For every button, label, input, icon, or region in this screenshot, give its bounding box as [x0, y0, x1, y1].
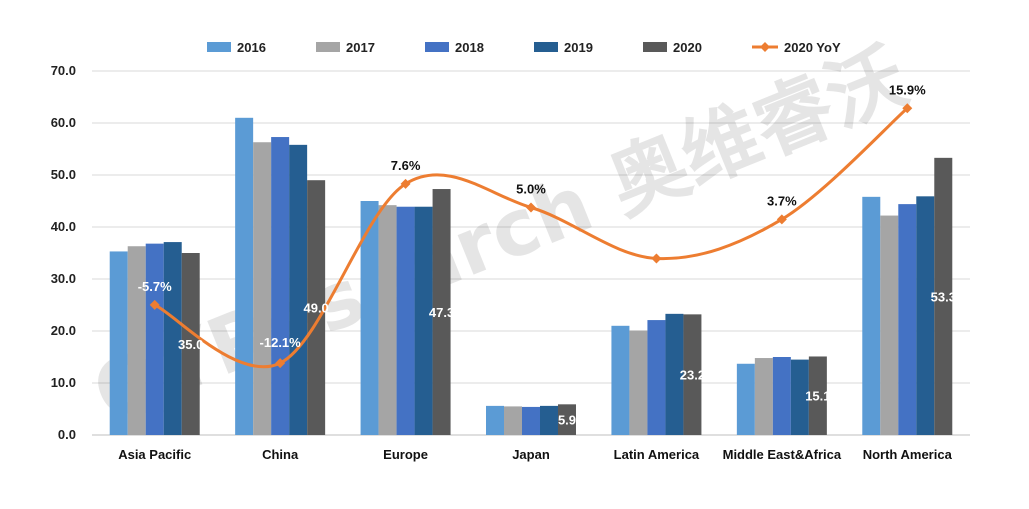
- legend-label-2020: 2020: [673, 40, 702, 55]
- bar-2019-2: [414, 206, 433, 435]
- bar-2019-1: [289, 144, 308, 435]
- legend: 2016 2017 2018 2019 2020 2020 YoY: [207, 40, 841, 55]
- bar-2020-6: [934, 157, 953, 435]
- legend-swatch-2016: [207, 42, 231, 52]
- y-tick-label: 20.0: [51, 323, 76, 338]
- bar-2018-6: [898, 204, 917, 435]
- yoy-marker-3: [526, 202, 536, 213]
- yoy-marker-5: [776, 214, 787, 225]
- y-tick-label: 40.0: [51, 219, 76, 234]
- y-axis: 0.0 10.0 20.0 30.0 40.0 50.0 60.0 70.0: [51, 63, 76, 442]
- bar-2018-4: [647, 320, 666, 435]
- y-tick-label: 0.0: [58, 427, 76, 442]
- x-category-label: Japan: [512, 447, 550, 462]
- bar-2018-2: [396, 206, 415, 435]
- data-label-2020-0: 35.0: [178, 337, 203, 352]
- bar-2017-4: [629, 330, 648, 435]
- bar-2016-1: [235, 117, 254, 436]
- yoy-marker-2: [400, 178, 411, 189]
- bar-2020-0: [181, 253, 200, 435]
- bar-2018-5: [772, 357, 791, 435]
- x-category-label: Europe: [383, 447, 428, 462]
- bar-2016-0: [109, 251, 128, 435]
- yoy-marker-0: [149, 299, 160, 310]
- yoy-label-2: 7.6%: [391, 158, 421, 173]
- bar-2016-4: [611, 325, 630, 435]
- bar-2017-5: [754, 358, 773, 435]
- legend-swatch-2017: [316, 42, 340, 52]
- y-tick-label: 10.0: [51, 375, 76, 390]
- bar-2019-5: [790, 359, 809, 435]
- bar-2019-0: [163, 242, 182, 435]
- bar-2016-5: [736, 363, 755, 435]
- x-category-label: Asia Pacific: [118, 447, 191, 462]
- legend-label-2016: 2016: [237, 40, 266, 55]
- bar-2018-3: [522, 406, 540, 435]
- yoy-marker-6: [902, 103, 913, 114]
- x-category-label: Latin America: [614, 447, 700, 462]
- y-tick-label: 70.0: [51, 63, 76, 78]
- y-tick-label: 30.0: [51, 271, 76, 286]
- x-category-label: China: [262, 447, 299, 462]
- yoy-label-5: 3.7%: [767, 193, 797, 208]
- x-axis: Asia Pacific China Europe Japan Latin Americ…: [118, 447, 952, 462]
- bar-2017-3: [504, 406, 522, 435]
- bar-2019-4: [665, 313, 684, 435]
- data-label-2020-2: 47.3: [429, 305, 454, 320]
- bar-2020-3: [558, 404, 576, 435]
- legend-swatch-2018: [425, 42, 449, 52]
- data-label-2020-4: 23.2: [680, 368, 705, 383]
- legend-label-2019: 2019: [564, 40, 593, 55]
- bar-2019-3: [540, 405, 558, 435]
- bar-2018-0: [145, 243, 164, 435]
- bar-series: [109, 117, 953, 436]
- y-tick-label: 50.0: [51, 167, 76, 182]
- bar-2017-6: [880, 215, 899, 435]
- bar-2018-1: [271, 137, 290, 436]
- x-category-label: North America: [863, 447, 953, 462]
- yoy-label-1: -12.1%: [260, 335, 302, 350]
- bar-2019-6: [916, 196, 935, 435]
- legend-swatch-2020: [643, 42, 667, 52]
- legend-label-2017: 2017: [346, 40, 375, 55]
- yoy-marker-1: [275, 358, 286, 369]
- bar-2020-5: [808, 356, 827, 435]
- data-labels: 35.0 49.0 47.3 5.9 23.2 15.1 53.3 -5.7% -12.1% 7.…: [138, 82, 956, 427]
- legend-label-2018: 2018: [455, 40, 484, 55]
- bar-2017-1: [253, 142, 272, 436]
- bar-2016-2: [360, 201, 379, 435]
- bar-2020-4: [683, 314, 702, 435]
- bar-2016-3: [486, 405, 504, 435]
- legend-marker-yoy: [760, 42, 770, 52]
- bar-2020-1: [307, 180, 326, 435]
- bar-2017-2: [378, 205, 397, 435]
- yoy-label-3: 5.0%: [516, 182, 546, 197]
- data-label-2020-3: 5.9: [558, 413, 576, 428]
- yoy-marker-4: [651, 253, 662, 264]
- yoy-label-6: 15.9%: [889, 82, 926, 97]
- yoy-label-4: -0.6%: [639, 232, 673, 247]
- bar-2020-2: [432, 189, 451, 435]
- legend-label-yoy: 2020 YoY: [784, 40, 841, 55]
- data-label-2020-5: 15.1: [805, 389, 830, 404]
- bar-2017-0: [127, 246, 146, 435]
- data-label-2020-6: 53.3: [931, 289, 956, 304]
- bar-2016-6: [862, 196, 881, 435]
- y-tick-label: 60.0: [51, 115, 76, 130]
- yoy-label-0: -5.7%: [138, 279, 172, 294]
- legend-swatch-2019: [534, 42, 558, 52]
- data-label-2020-1: 49.0: [303, 301, 328, 316]
- yoy-line-series: [149, 103, 913, 369]
- x-category-label: Middle East&Africa: [723, 447, 842, 462]
